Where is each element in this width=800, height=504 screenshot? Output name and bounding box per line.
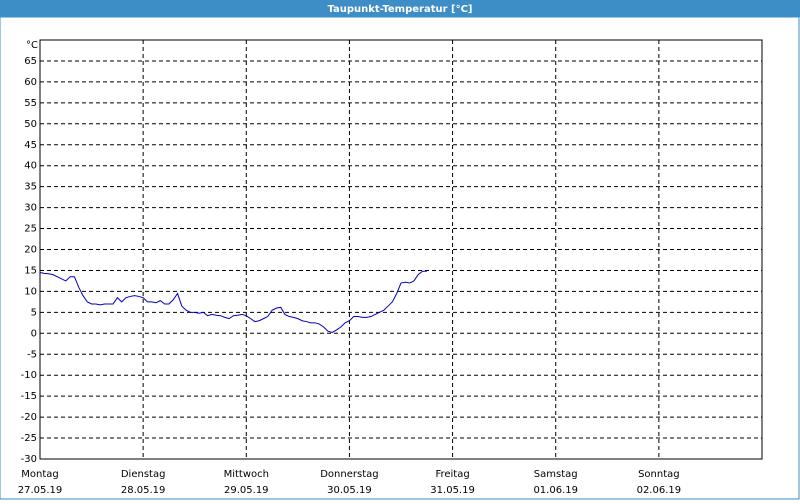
y-tick-label: 5	[31, 307, 37, 318]
x-tick-label: Sonntag	[638, 469, 680, 480]
y-tick-label: 15	[24, 265, 37, 276]
y-tick-label: 60	[24, 77, 37, 88]
x-tick-date: 02.06.19	[637, 485, 682, 496]
x-tick-date: 28.05.19	[121, 485, 166, 496]
x-tick-date: 27.05.19	[18, 485, 63, 496]
y-tick-label: -25	[21, 433, 37, 444]
x-tick-label: Freitag	[435, 469, 469, 480]
y-tick-label: 0	[31, 328, 37, 339]
x-tick-label: Dienstag	[121, 469, 166, 480]
y-tick-label: 40	[24, 161, 37, 172]
x-tick-date: 29.05.19	[224, 485, 269, 496]
y-tick-label: 30	[24, 203, 37, 214]
x-tick-date: 31.05.19	[430, 485, 475, 496]
y-unit: °C	[26, 40, 38, 51]
x-tick-label: Montag	[21, 469, 58, 480]
plot-border	[39, 39, 763, 460]
y-tick-label: 50	[24, 119, 37, 130]
frame	[0, 16, 800, 500]
x-tick-date: 01.06.19	[533, 485, 578, 496]
y-tick-label: 45	[24, 140, 37, 151]
title-bar	[0, 0, 800, 17]
y-tick-label: -15	[21, 391, 37, 402]
y-tick-label: -10	[21, 370, 37, 381]
x-tick-date: 30.05.19	[327, 485, 372, 496]
y-tick-label: 25	[24, 224, 37, 235]
y-tick-label: 55	[24, 98, 37, 109]
line	[39, 270, 427, 334]
y-tick-label: -20	[21, 412, 37, 423]
x-tick-label: Samstag	[534, 469, 578, 480]
y-tick-label: 10	[24, 286, 37, 297]
chart-title: Taupunkt-Temperatur [°C]	[327, 4, 472, 15]
y-tick-label: 20	[24, 245, 37, 256]
x-tick-label: Donnerstag	[320, 469, 378, 480]
x-tick-label: Mittwoch	[224, 469, 269, 480]
y-tick-label: -5	[27, 349, 37, 360]
y-tick-label: 65	[24, 56, 37, 67]
y-tick-label: -30	[21, 454, 37, 465]
y-tick-label: 35	[24, 182, 37, 193]
